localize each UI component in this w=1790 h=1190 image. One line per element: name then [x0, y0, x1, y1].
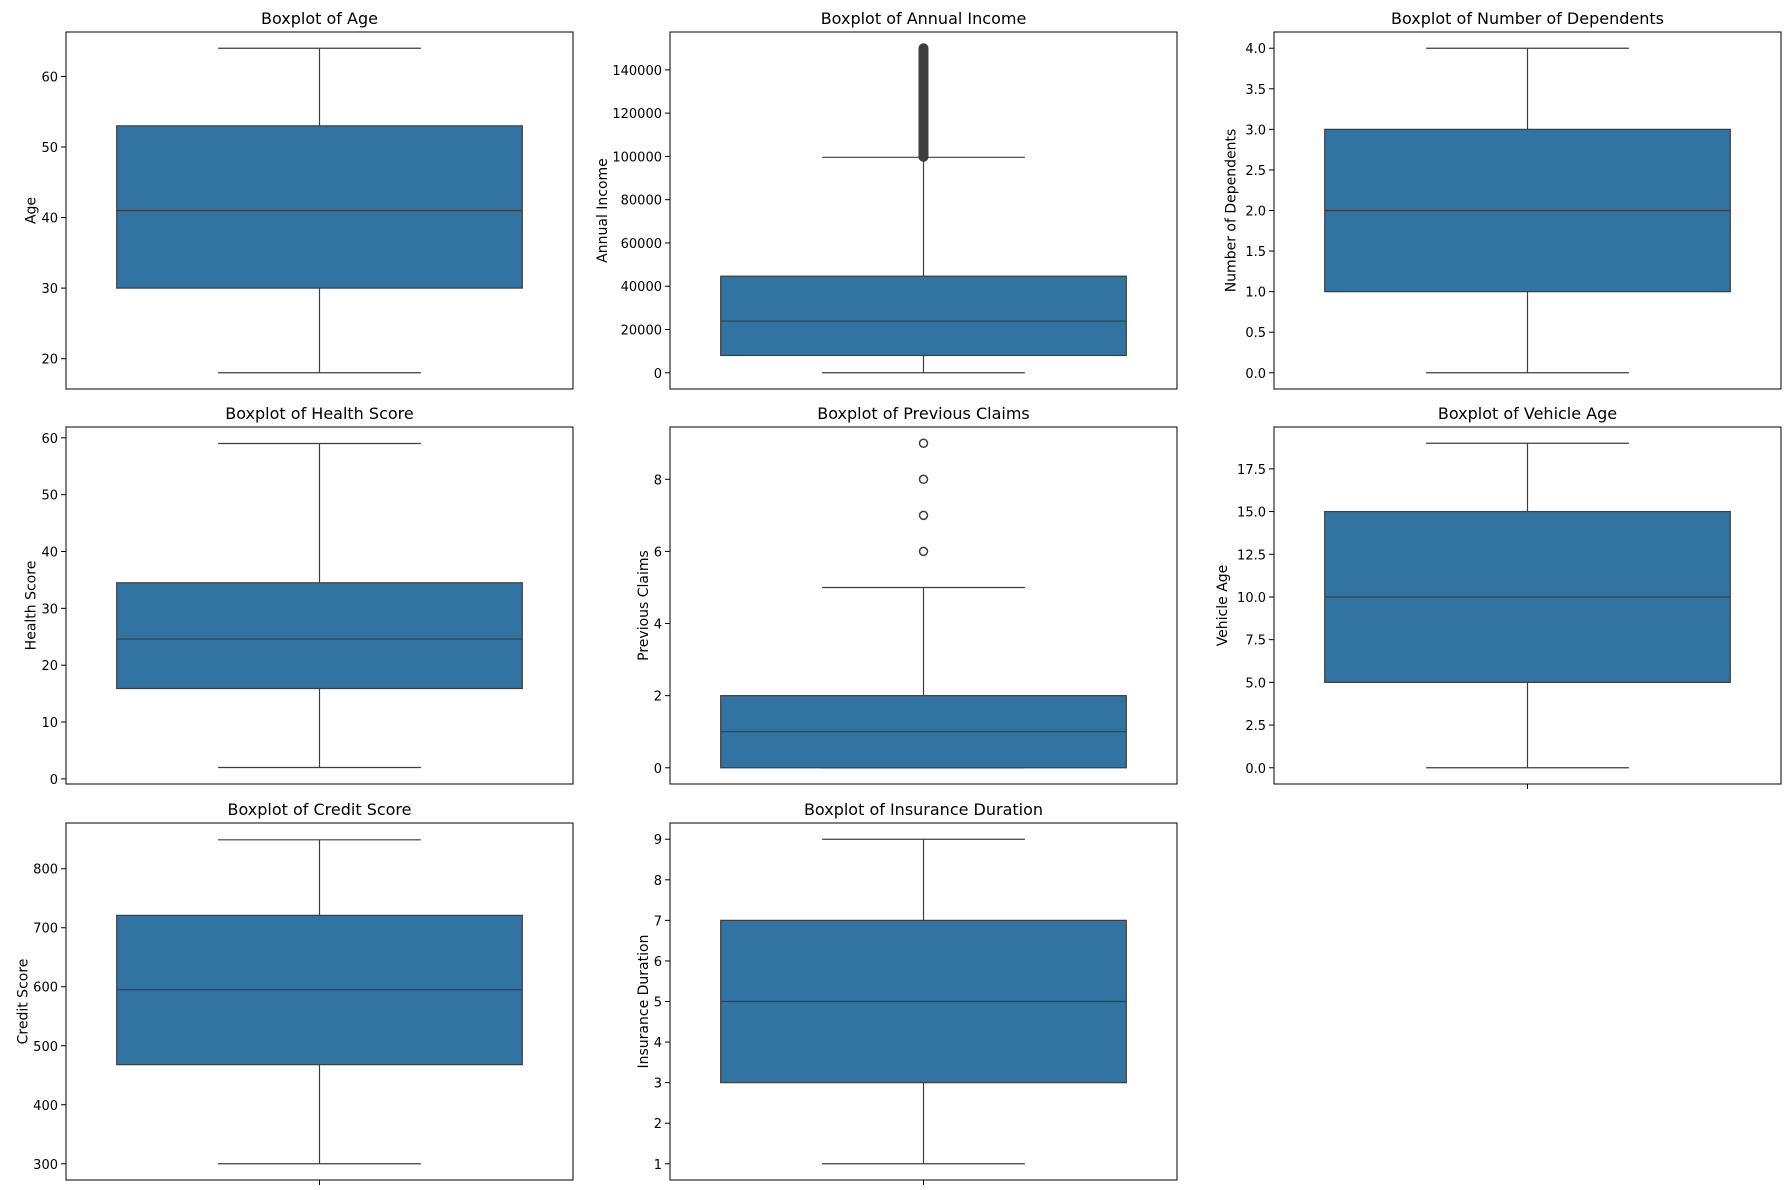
y-tick-label: 40 — [41, 545, 58, 560]
y-tick-label: 0.5 — [1245, 326, 1266, 341]
subplot-7: 300 400 500 600 700 800 Boxplot of Credit Scor… — [15, 800, 574, 1185]
y-tick-label: 8 — [654, 473, 662, 488]
subplot-3: 0.0 0.5 1.0 1.5 2.0 2.5 3.0 3.5 4.0 Boxplot of Nu… — [1223, 9, 1782, 390]
y-tick-label: 8 — [654, 874, 662, 889]
y-axis-label: Number of Dependents — [1223, 129, 1239, 293]
iqr-box — [720, 275, 1127, 357]
y-tick-label: 40 — [41, 212, 58, 227]
y-tick-label: 0 — [50, 773, 58, 788]
outlier-point — [918, 438, 929, 448]
y-tick-label: 6 — [654, 955, 662, 970]
y-tick-label: 0.0 — [1245, 367, 1266, 382]
y-tick-label: 300 — [33, 1158, 58, 1173]
y-tick-label: 3.5 — [1245, 83, 1266, 98]
y-tick-label: 1 — [654, 1158, 662, 1173]
y-tick-label: 12.5 — [1237, 548, 1266, 563]
subplot-5: 0 2 4 6 8 Boxplot of Previous Claims Previous … — [636, 404, 1178, 785]
y-tick-label: 100000 — [612, 150, 662, 165]
y-tick-label: 2.5 — [1245, 719, 1266, 734]
y-axis-label: Health Score — [24, 561, 40, 651]
axes-frame — [65, 31, 574, 390]
y-tick-label: 3.0 — [1245, 123, 1266, 138]
y-tick-label: 2 — [654, 690, 662, 705]
y-tick-label: 20 — [41, 353, 58, 368]
y-axis-label: Age — [24, 197, 40, 224]
y-axis-label: Annual Income — [595, 158, 611, 263]
subplot-title: Boxplot of Age — [261, 9, 378, 28]
y-tick-label: 9 — [654, 833, 662, 848]
outlier-point — [918, 510, 929, 521]
y-tick-label: 700 — [33, 922, 58, 937]
y-axis-label: Insurance Duration — [636, 935, 652, 1069]
y-tick-label: 0 — [654, 367, 662, 382]
outlier-point — [918, 474, 929, 485]
y-axis-label: Previous Claims — [636, 550, 652, 661]
y-tick-label: 80000 — [621, 194, 662, 209]
outlier-point — [918, 546, 929, 557]
y-tick-label: 40000 — [621, 280, 662, 295]
y-tick-label: 500 — [33, 1040, 58, 1055]
iqr-box — [116, 125, 523, 289]
y-tick-label: 1.5 — [1245, 245, 1266, 260]
y-tick-label: 4 — [654, 618, 662, 633]
y-tick-label: 5.0 — [1245, 676, 1266, 691]
subplot-1: 20 30 40 50 60 Boxplot of Age Age — [24, 9, 574, 390]
y-axis-label: Vehicle Age — [1215, 565, 1231, 647]
subplot-2: 0 20000 40000 60000 80000 100000 120000 140000 B… — [595, 9, 1178, 390]
axes-frame — [669, 31, 1178, 390]
axes-frame — [65, 426, 574, 785]
y-tick-label: 20000 — [621, 324, 662, 339]
iqr-box — [116, 582, 523, 690]
y-tick-label: 2 — [654, 1117, 662, 1132]
subplot-6: 0.0 2.5 5.0 7.5 10.0 12.5 15.0 17.5 Boxplot of V… — [1215, 404, 1782, 789]
y-tick-label: 7 — [654, 914, 662, 929]
y-tick-label: 15.0 — [1237, 506, 1266, 521]
subplot-title: Boxplot of Insurance Duration — [804, 800, 1043, 819]
y-axis-label: Credit Score — [15, 959, 31, 1045]
subplot-title: Boxplot of Previous Claims — [817, 404, 1030, 423]
y-tick-label: 50 — [41, 141, 58, 156]
subplot-8: 1 2 3 4 5 6 7 8 9 Boxplot of Insurance Duration In… — [636, 800, 1178, 1185]
y-tick-label: 7.5 — [1245, 634, 1266, 649]
subplot-title: Boxplot of Credit Score — [227, 800, 411, 819]
y-tick-label: 600 — [33, 981, 58, 996]
y-tick-label: 6 — [654, 545, 662, 560]
axes-frame — [669, 426, 1178, 785]
y-tick-label: 800 — [33, 863, 58, 878]
y-tick-label: 120000 — [612, 107, 662, 122]
y-tick-label: 30 — [41, 282, 58, 297]
y-tick-label: 4.0 — [1245, 42, 1266, 57]
y-tick-label: 60 — [41, 70, 58, 85]
subplot-title: Boxplot of Number of Dependents — [1391, 9, 1664, 28]
y-tick-label: 17.5 — [1237, 463, 1266, 478]
y-tick-label: 30 — [41, 602, 58, 617]
y-tick-label: 4 — [654, 1036, 662, 1051]
y-tick-label: 140000 — [612, 64, 662, 79]
subplot-title: Boxplot of Health Score — [225, 404, 413, 423]
y-tick-label: 1.0 — [1245, 286, 1266, 301]
y-tick-label: 60 — [41, 432, 58, 447]
subplot-4: 0 10 20 30 40 50 60 Boxplot of Health Score Heal… — [24, 404, 574, 788]
y-tick-label: 3 — [654, 1077, 662, 1092]
y-tick-label: 5 — [654, 996, 662, 1011]
y-tick-label: 60000 — [621, 237, 662, 252]
subplot-title: Boxplot of Vehicle Age — [1438, 404, 1617, 423]
y-tick-label: 2.5 — [1245, 164, 1266, 179]
y-tick-label: 400 — [33, 1099, 58, 1114]
y-tick-label: 10 — [41, 716, 58, 731]
y-tick-label: 50 — [41, 489, 58, 504]
subplot-title: Boxplot of Annual Income — [821, 9, 1027, 28]
y-tick-label: 20 — [41, 659, 58, 674]
y-tick-label: 10.0 — [1237, 591, 1266, 606]
y-tick-label: 0 — [654, 762, 662, 777]
y-tick-label: 2.0 — [1245, 205, 1266, 220]
y-tick-label: 0.0 — [1245, 762, 1266, 777]
